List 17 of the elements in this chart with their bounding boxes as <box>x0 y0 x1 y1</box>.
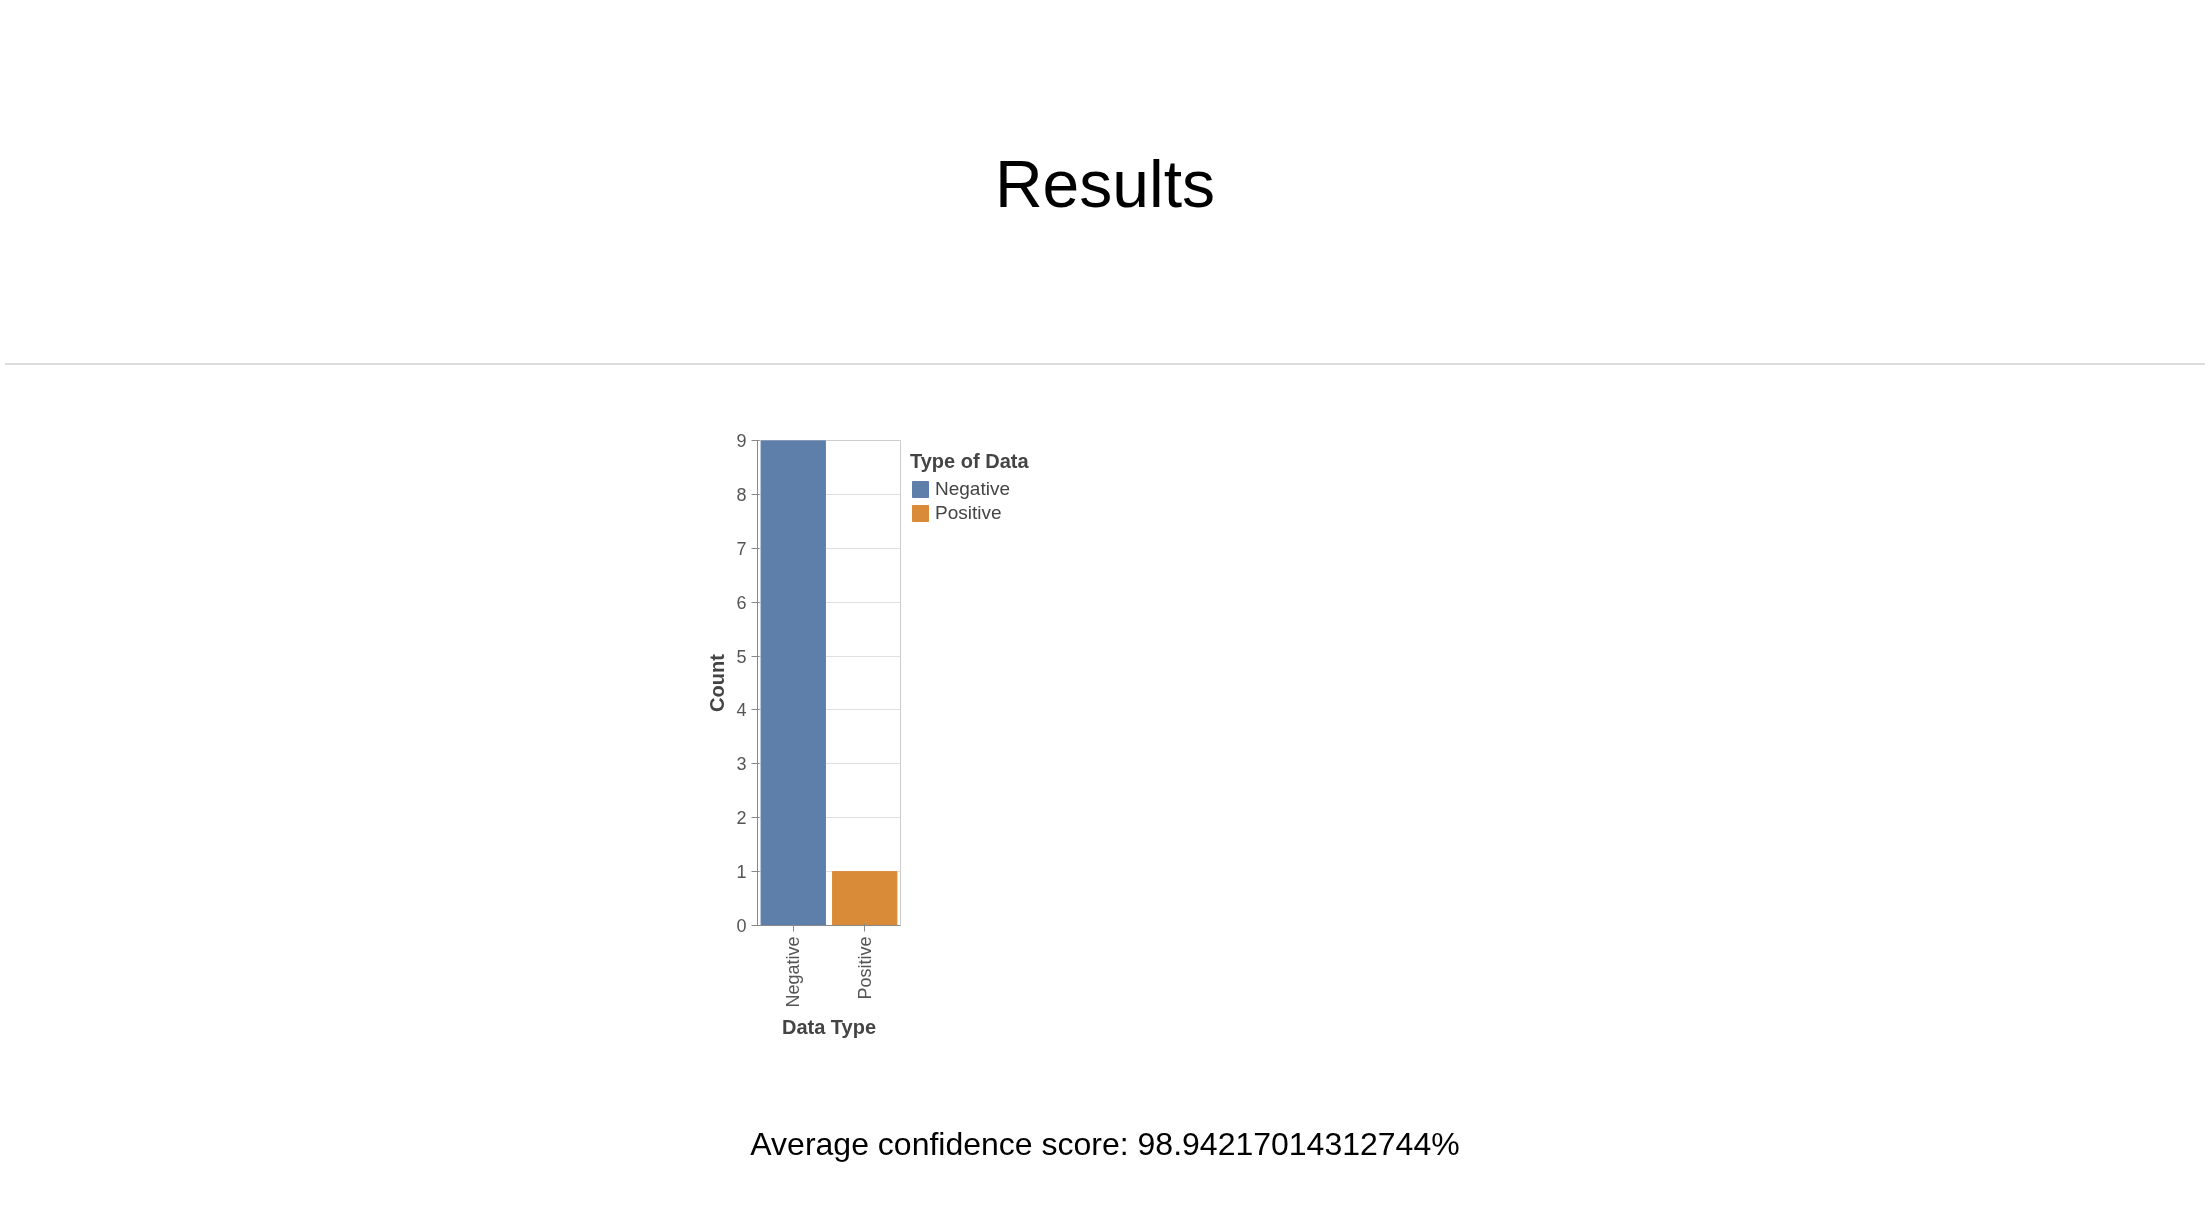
legend-label: Positive <box>935 502 1002 524</box>
y-tick-label: 5 <box>736 646 747 667</box>
y-axis-title: Count <box>706 653 729 712</box>
text: Average confidence score: 98.94217014312744% <box>750 1125 1460 1165</box>
y-tick-label: 9 <box>736 431 747 451</box>
y-tick-label: 7 <box>736 538 747 559</box>
legend-label: Negative <box>935 478 1010 500</box>
text: Results <box>994 145 1216 223</box>
y-tick-label: 2 <box>736 808 747 829</box>
legend-title: Type of Data <box>910 450 1029 473</box>
y-tick-label: 6 <box>736 592 747 613</box>
y-tick-label: 4 <box>736 700 747 721</box>
y-tick-label: 0 <box>736 916 747 936</box>
y-tick-label: 1 <box>736 862 747 883</box>
x-axis-title: Data Type <box>781 1015 877 1038</box>
y-tick-label: 8 <box>736 484 747 505</box>
y-tick-label: 3 <box>736 754 747 775</box>
